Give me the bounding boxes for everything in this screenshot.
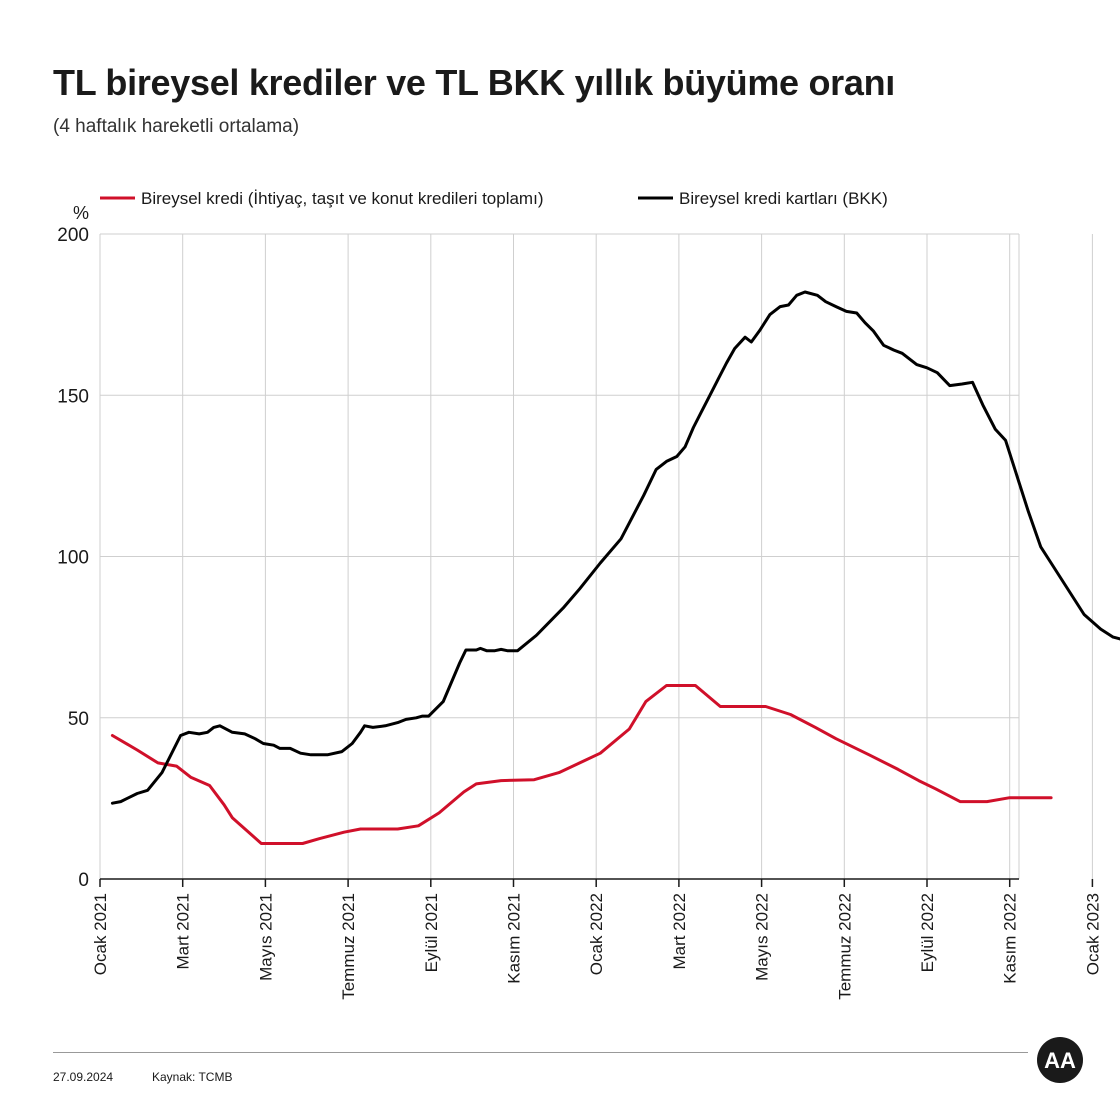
y-axis-unit: % bbox=[73, 203, 89, 223]
x-tick-label: Ocak 2021 bbox=[91, 893, 110, 975]
legend-label-bkk: Bireysel kredi kartları (BKK) bbox=[679, 189, 888, 208]
chart-legend: Bireysel kredi (İhtiyaç, taşıt ve konut … bbox=[100, 189, 888, 208]
x-tick-label: Ocak 2022 bbox=[587, 893, 606, 975]
series-line-bireysel-kredi bbox=[110, 684, 1053, 845]
y-tick-label: 50 bbox=[68, 709, 89, 730]
y-tick-label: 100 bbox=[57, 548, 89, 569]
aa-logo-text: AA bbox=[1044, 1048, 1076, 1073]
x-tick-label: Eylül 2022 bbox=[918, 893, 937, 972]
x-tick-label: Eylül 2021 bbox=[422, 893, 441, 972]
footer-source: Kaynak: TCMB bbox=[152, 1070, 233, 1084]
chart-subtitle: (4 haftalık hareketli ortalama) bbox=[53, 116, 300, 137]
x-tick-label: Mart 2021 bbox=[174, 893, 193, 970]
x-tick-label: Mart 2022 bbox=[670, 893, 689, 970]
y-tick-label: 0 bbox=[78, 870, 89, 891]
x-tick-label: Ocak 2023 bbox=[1083, 893, 1102, 975]
aa-logo-icon: AA bbox=[1037, 1037, 1083, 1083]
x-axis-ticks: Ocak 2021 Mart 2021 Mayıs 2021 Temmuz 2021 E… bbox=[91, 879, 1102, 1000]
x-tick-label: Temmuz 2022 bbox=[835, 893, 854, 1000]
series-line-bkk bbox=[110, 290, 1120, 805]
y-tick-label: 200 bbox=[57, 225, 89, 246]
x-tick-label: Mayıs 2021 bbox=[256, 893, 275, 981]
x-tick-label: Temmuz 2021 bbox=[339, 893, 358, 1000]
chart-series bbox=[110, 290, 1120, 845]
chart-title: TL bireysel krediler ve TL BKK yıllık bü… bbox=[53, 62, 895, 103]
y-tick-label: 150 bbox=[57, 386, 89, 407]
x-tick-label: Mayıs 2022 bbox=[753, 893, 772, 981]
legend-label-bireysel-kredi: Bireysel kredi (İhtiyaç, taşıt ve konut … bbox=[141, 189, 543, 208]
x-tick-label: Kasım 2021 bbox=[505, 893, 524, 984]
y-axis-ticks: 0 50 100 150 200 bbox=[57, 225, 89, 891]
chart-grid bbox=[99, 233, 1093, 879]
footer-date: 27.09.2024 bbox=[53, 1070, 114, 1084]
footer-divider bbox=[53, 1052, 1028, 1053]
x-tick-label: Kasım 2022 bbox=[1001, 893, 1020, 984]
